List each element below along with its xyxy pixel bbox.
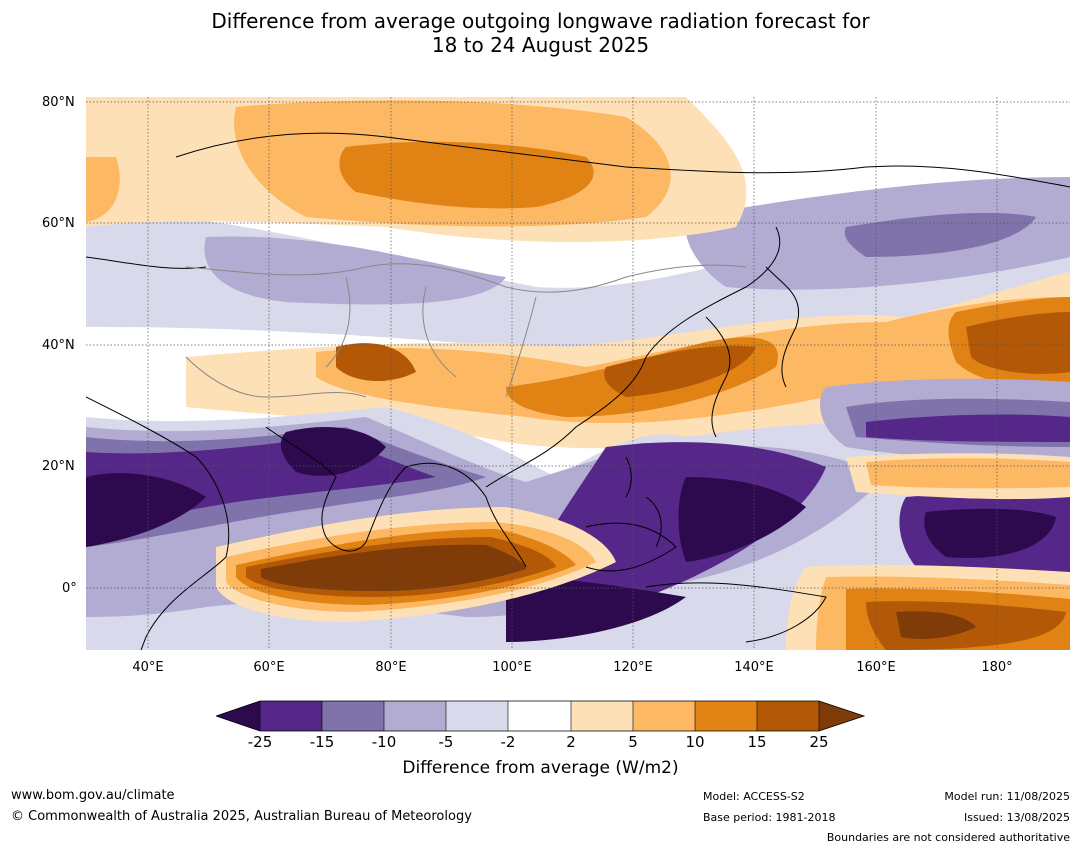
colorbar: [216, 700, 866, 732]
contour-fill: [604, 345, 756, 397]
lon-label-160e: 160°E: [856, 660, 896, 675]
colorbar-tick: -15: [309, 733, 335, 751]
lon-label-140e: 140°E: [734, 660, 774, 675]
contour-fill: [896, 611, 976, 639]
colorbar-segment: [260, 701, 322, 731]
contour-fill: [966, 312, 1070, 374]
boundaries-disclaimer: Boundaries are not considered authoritat…: [826, 831, 1070, 844]
title-line-1: Difference from average outgoing longwav…: [211, 9, 870, 33]
colorbar-segment: [633, 701, 695, 731]
contour-fill: [506, 577, 686, 642]
contour-fill: [844, 212, 1036, 257]
coastlines: [86, 132, 1070, 650]
contour-fill: [866, 458, 1070, 489]
lon-label-80e: 80°E: [375, 660, 407, 675]
model-run-text: Model run: 11/08/2025: [944, 790, 1070, 803]
model-text: Model: ACCESS-S2: [703, 790, 805, 803]
colorbar-tick: -5: [438, 733, 454, 751]
olr-anomaly-map: [86, 97, 1070, 650]
copyright-text: © Commonwealth of Australia 2025, Austra…: [11, 809, 472, 824]
contour-fill: [924, 508, 1056, 558]
colorbar-segment: [446, 701, 508, 731]
colorbar-tick: -2: [500, 733, 516, 751]
lon-label-100e: 100°E: [492, 660, 532, 675]
colorbar-segment: [322, 701, 384, 731]
contour-fill: [86, 187, 1070, 357]
colorbar-tick: 5: [628, 733, 638, 751]
contour-fill: [280, 427, 386, 476]
colorbar-tick: 15: [747, 733, 767, 751]
contour-fill: [336, 343, 416, 382]
lat-label-60n: 60°N: [42, 216, 75, 231]
lon-label-180: 180°: [981, 660, 1013, 675]
colorbar-label: Difference from average (W/m2): [402, 758, 679, 778]
chart-title: Difference from average outgoing longwav…: [0, 9, 1081, 57]
colorbar-segment: [384, 701, 446, 731]
colorbar-segment: [571, 701, 633, 731]
gridlines: [86, 97, 1070, 650]
contour-fill: [261, 544, 526, 592]
lat-label-80n: 80°N: [42, 95, 75, 110]
country-borders: [185, 263, 747, 398]
lat-label-20n: 20°N: [42, 459, 75, 474]
lat-label-40n: 40°N: [42, 338, 75, 353]
website-link[interactable]: www.bom.gov.au/climate: [11, 788, 175, 803]
map-panel: [86, 97, 1070, 650]
title-line-2: 18 to 24 August 2025: [431, 33, 650, 57]
lon-label-60e: 60°E: [253, 660, 285, 675]
contour-fill: [866, 414, 1070, 442]
colorbar-tick: 2: [566, 733, 576, 751]
contour-fill: [86, 473, 206, 547]
colorbar-arrow-max: [819, 701, 864, 731]
contour-fill: [678, 477, 806, 562]
lat-label-0: 0°: [62, 581, 77, 596]
contour-fill: [86, 157, 120, 222]
colorbar-segment: [508, 701, 571, 731]
colorbar-tick: -10: [371, 733, 397, 751]
contour-fill: [339, 141, 594, 209]
colorbar-arrow-min: [216, 701, 260, 731]
contour-fill: [204, 236, 506, 305]
colorbar-tick: 10: [685, 733, 705, 751]
issued-text: Issued: 13/08/2025: [963, 811, 1070, 824]
colorbar-segment: [695, 701, 757, 731]
colorbar-tick: 25: [809, 733, 829, 751]
lon-label-40e: 40°E: [132, 660, 164, 675]
colorbar-segment: [757, 701, 819, 731]
colorbar-tick: -25: [247, 733, 273, 751]
base-period-text: Base period: 1981-2018: [703, 811, 836, 824]
lon-label-120e: 120°E: [613, 660, 653, 675]
